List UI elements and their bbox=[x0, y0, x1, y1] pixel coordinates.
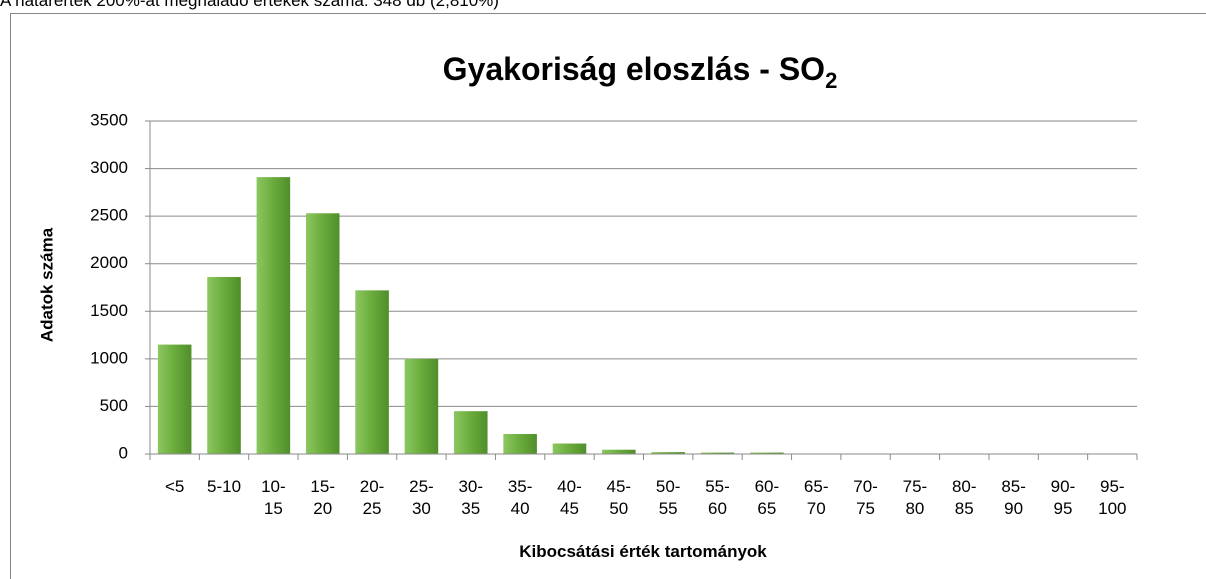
y-tick-label: 3500 bbox=[90, 110, 128, 129]
bar bbox=[651, 452, 685, 454]
x-tick-label: 20-25 bbox=[359, 477, 385, 518]
bar bbox=[355, 290, 389, 454]
bar bbox=[404, 358, 439, 454]
x-tick-label: 80-85 bbox=[951, 477, 977, 518]
x-tick-label: 15-20 bbox=[310, 477, 335, 518]
bar bbox=[602, 449, 636, 454]
title-main: Gyakoriság eloszlás - SO bbox=[443, 51, 825, 87]
chart-frame bbox=[10, 13, 1206, 579]
x-tick-label: 45-50 bbox=[606, 477, 632, 518]
x-tick-label: 85-90 bbox=[1001, 477, 1026, 518]
x-tick-label: <5 bbox=[164, 477, 185, 496]
title-subscript: 2 bbox=[825, 68, 837, 93]
caption: A határérték 200%-át meghaladó értékek s… bbox=[0, 0, 499, 10]
y-tick-label: 0 bbox=[119, 443, 128, 462]
bar bbox=[552, 443, 587, 454]
bar bbox=[503, 434, 537, 454]
bar bbox=[750, 452, 784, 454]
y-tick-label: 1500 bbox=[90, 301, 128, 320]
x-tick-label: 55-60 bbox=[705, 477, 730, 518]
y-tick-label: 500 bbox=[100, 396, 128, 415]
x-tick-label: 65-70 bbox=[803, 477, 829, 518]
x-tick-label: 75-80 bbox=[902, 477, 928, 518]
bar bbox=[305, 213, 340, 454]
y-tick-label: 3000 bbox=[90, 158, 128, 177]
x-tick-label: 40-45 bbox=[557, 477, 582, 518]
x-tick-label: 60-65 bbox=[754, 477, 780, 518]
bar bbox=[256, 177, 291, 455]
x-tick-label: 5-10 bbox=[207, 477, 242, 496]
x-tick-label: 95-100 bbox=[1098, 477, 1127, 518]
chart-title: Gyakoriság eloszlás - SO2 bbox=[443, 51, 838, 93]
x-tick-label: 30-35 bbox=[458, 477, 484, 518]
bar bbox=[453, 411, 488, 454]
y-tick-label: 2000 bbox=[90, 253, 128, 272]
y-tick-label: 1000 bbox=[90, 348, 128, 367]
x-tick-label: 90-95 bbox=[1050, 477, 1076, 518]
bar bbox=[700, 452, 735, 454]
x-tick-label: 50-55 bbox=[655, 477, 681, 518]
bar bbox=[157, 344, 192, 454]
x-axis-label: Kibocsátási érték tartományok bbox=[519, 542, 767, 561]
x-tick-label: 10-15 bbox=[261, 477, 286, 518]
x-tick-label: 70-75 bbox=[853, 477, 878, 518]
bar bbox=[207, 277, 241, 454]
x-tick-label: 35-40 bbox=[507, 477, 533, 518]
y-axis-label: Adatok száma bbox=[37, 227, 56, 342]
y-tick-label: 2500 bbox=[90, 206, 128, 225]
x-tick-label: 25-30 bbox=[409, 477, 434, 518]
